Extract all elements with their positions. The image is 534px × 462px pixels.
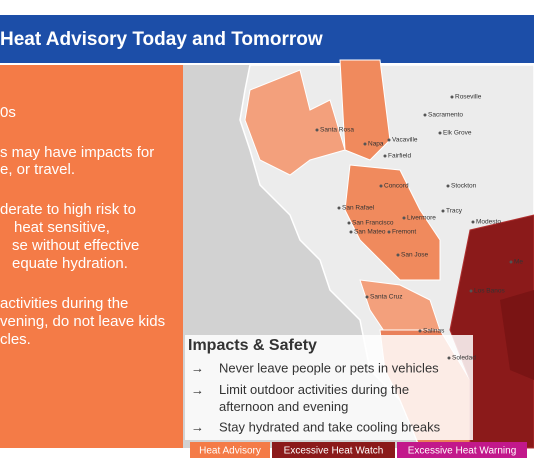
city-label: Los Banos: [474, 288, 505, 295]
city-label: Napa: [368, 141, 384, 148]
panel-line: e, or travel.: [0, 161, 75, 178]
impact-item: Never leave people or pets in vehicles: [219, 360, 439, 375]
city-dot: [387, 138, 391, 142]
arrow: →: [191, 419, 204, 434]
advisory-north: [244, 69, 346, 176]
city-dot: [349, 230, 353, 234]
impacts-box: [185, 335, 473, 440]
city-dot: [418, 329, 422, 333]
city-label: Stockton: [451, 183, 477, 190]
panel-line: se without effective: [12, 237, 139, 254]
panel-line: heat sensitive,: [14, 219, 110, 236]
city-label: Santa Cruz: [370, 294, 403, 301]
impact-item: Stay hydrated and take cooling breaks: [219, 419, 441, 434]
city-dot: [379, 184, 383, 188]
city-label: Roseville: [455, 94, 482, 101]
city-label: San Mateo: [354, 229, 386, 236]
city-label: Modesto: [476, 219, 501, 226]
city-dot: [441, 209, 445, 213]
city-dot: [365, 295, 369, 299]
panel-line: derate to high risk to: [0, 201, 136, 218]
city-dot: [509, 260, 513, 264]
panel-line: cles.: [0, 331, 31, 348]
title: Heat Advisory Today and Tomorrow: [0, 29, 323, 50]
legend-label: Excessive Heat Warning: [408, 446, 517, 457]
city-dot: [396, 253, 400, 257]
city-dot: [469, 289, 473, 293]
arrow: →: [191, 382, 204, 397]
city-label: Elk Grove: [443, 130, 472, 137]
city-label: Soledad: [452, 355, 476, 362]
city-label: Me: [514, 259, 523, 266]
left-panel: [0, 65, 183, 448]
legend-label: Heat Advisory: [199, 446, 261, 457]
city-dot: [363, 142, 367, 146]
panel-line: 0s: [0, 104, 16, 121]
city-label: Concord: [384, 183, 409, 190]
city-dot: [446, 184, 450, 188]
watch-inner: [500, 290, 534, 380]
city-dot: [383, 154, 387, 158]
city-label: Fairfield: [388, 153, 412, 160]
city-dot: [438, 131, 442, 135]
city-label: San Francisco: [352, 220, 394, 227]
city-dot: [447, 356, 451, 360]
city-dot: [347, 221, 351, 225]
panel-line: s may have impacts for: [0, 144, 154, 161]
impact-item: Limit outdoor activities during the after…: [219, 382, 409, 414]
city-dot: [423, 113, 427, 117]
legend-label: Excessive Heat Watch: [284, 446, 384, 457]
advisory-napa: [339, 59, 391, 161]
city-label: Sacramento: [428, 112, 463, 119]
legend-swatch: [190, 442, 270, 458]
arrow: →: [191, 360, 204, 375]
city-label: Santa Rosa: [320, 127, 354, 134]
impacts-title: Impacts & Safety: [188, 337, 317, 354]
city-label: Tracy: [446, 208, 463, 215]
city-label: Salinas: [423, 328, 445, 335]
advisory-bay: [344, 164, 441, 281]
city-label: Livermore: [407, 215, 436, 222]
city-dot: [315, 128, 319, 132]
city-dot: [471, 220, 475, 224]
city-dot: [337, 206, 341, 210]
city-dot: [450, 95, 454, 99]
panel-line: activities during the: [0, 295, 128, 312]
title-bar: [0, 15, 534, 63]
city-label: Fremont: [392, 229, 416, 236]
panel-line: equate hydration.: [12, 255, 128, 272]
city-label: Vacaville: [392, 137, 418, 144]
legend-swatch: [272, 442, 395, 458]
legend-swatch: [397, 442, 527, 458]
panel-line: vening, do not leave kids: [0, 313, 165, 330]
city-dot: [402, 216, 406, 220]
city-label: San Jose: [401, 252, 428, 259]
city-label: San Rafael: [342, 205, 375, 212]
city-dot: [387, 230, 391, 234]
